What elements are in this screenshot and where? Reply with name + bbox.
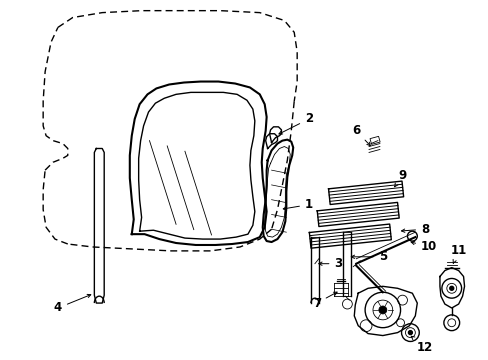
Text: 12: 12 <box>410 336 432 354</box>
Text: 9: 9 <box>394 168 406 187</box>
Circle shape <box>378 306 386 314</box>
Text: 2: 2 <box>278 112 312 134</box>
Text: 7: 7 <box>312 292 336 310</box>
Text: 6: 6 <box>351 124 369 146</box>
Text: 5: 5 <box>350 250 386 263</box>
Circle shape <box>449 286 453 290</box>
Text: 10: 10 <box>410 240 436 253</box>
Text: 1: 1 <box>283 198 312 211</box>
Circle shape <box>407 330 411 334</box>
Text: 4: 4 <box>54 294 91 315</box>
Text: 8: 8 <box>401 223 428 236</box>
Text: 11: 11 <box>449 244 466 263</box>
Text: 3: 3 <box>318 257 342 270</box>
Bar <box>369 136 379 144</box>
